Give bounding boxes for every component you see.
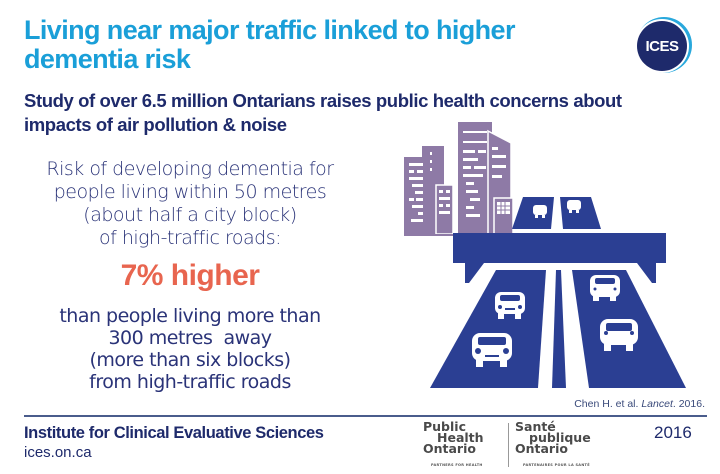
pho-fr-line: Santé: [515, 419, 556, 434]
citation: Chen H. et al. Lancet. 2016.: [574, 398, 705, 410]
organization-url[interactable]: ices.on.ca: [24, 444, 92, 461]
pho-en-line: Public: [423, 419, 466, 434]
car-icon: [533, 200, 581, 218]
pho-fr-line: publique: [529, 430, 591, 445]
page-title: Living near major traffic linked to high…: [24, 15, 515, 74]
pho-english: Public Health Ontario: [423, 419, 484, 456]
comparison-line: from high-traffic roads: [89, 371, 291, 393]
citation-year: 2016.: [678, 398, 705, 410]
comparison-description: than people living more than 300 metres …: [10, 305, 370, 393]
risk-line: (about half a city block): [83, 204, 297, 226]
pho-en-line: Health: [437, 430, 484, 445]
footer-divider: [24, 415, 707, 417]
page-subtitle: Study of over 6.5 million Ontarians rais…: [24, 90, 622, 135]
pho-fr-line: Ontario: [515, 441, 568, 456]
ices-logo-text: ICES: [645, 37, 679, 55]
comparison-line: 300 metres away: [108, 327, 272, 349]
organization-name: Institute for Clinical Evaluative Scienc…: [24, 424, 324, 442]
risk-line: of high-traffic roads:: [98, 227, 282, 249]
comparison-line: than people living more than: [59, 305, 321, 327]
pho-divider: [508, 423, 509, 467]
lower-road-icon: [430, 270, 686, 388]
pho-en-line: Ontario: [423, 441, 476, 456]
pho-english-tagline: PARTNERS FOR HEALTH: [431, 463, 483, 467]
risk-description: Risk of developing dementia for people l…: [10, 158, 370, 250]
publication-year: 2016: [654, 423, 692, 442]
risk-line: people living within 50 metres: [53, 181, 327, 203]
citation-journal: Lancet: [641, 398, 673, 410]
risk-highlight: 7% higher: [120, 259, 260, 292]
public-health-ontario-logo: Public Health Ontario PARTNERS FOR HEALT…: [423, 419, 623, 471]
citation-authors: Chen H. et al.: [574, 398, 639, 410]
upper-road-icon: [512, 197, 601, 229]
ices-logo: ICES: [637, 21, 687, 71]
pho-french-tagline: PARTENAIRES POUR LA SANTÉ: [523, 463, 590, 467]
pho-french: Santé publique Ontario: [515, 419, 591, 456]
comparison-line: (more than six blocks): [89, 349, 291, 371]
risk-line: Risk of developing dementia for: [46, 158, 334, 180]
overpass-icon: [453, 233, 666, 283]
